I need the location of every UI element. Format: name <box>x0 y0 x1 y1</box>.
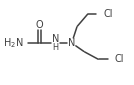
Text: Cl: Cl <box>115 54 124 64</box>
Text: Cl: Cl <box>103 9 113 19</box>
Text: O: O <box>36 20 43 30</box>
Text: H$_2$N: H$_2$N <box>3 36 23 50</box>
Text: N: N <box>68 38 75 48</box>
Text: N: N <box>52 34 59 44</box>
Text: H: H <box>53 43 59 52</box>
